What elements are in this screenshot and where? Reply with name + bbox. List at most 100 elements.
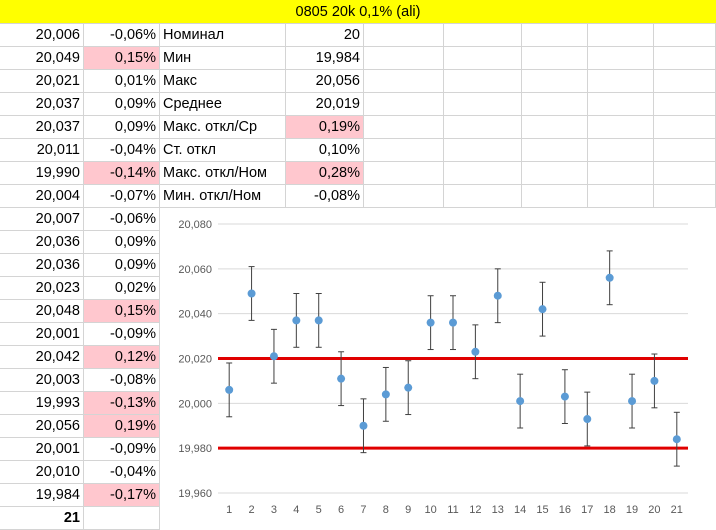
deviation-cell[interactable]: 0,02% — [84, 277, 160, 300]
stat-label-cell[interactable]: Макс — [160, 70, 286, 93]
empty-cell[interactable] — [522, 162, 588, 185]
stat-label-cell[interactable]: Номинал — [160, 24, 286, 47]
value-cell[interactable]: 20,011 — [0, 139, 84, 162]
stat-value-cell[interactable]: 19,984 — [286, 47, 364, 70]
value-cell[interactable]: 20,021 — [0, 70, 84, 93]
stat-label-cell[interactable]: Мин. откл/Ном — [160, 185, 286, 208]
empty-cell[interactable] — [522, 139, 588, 162]
empty-cell[interactable] — [522, 185, 588, 208]
deviation-cell[interactable]: -0,13% — [84, 392, 160, 415]
value-cell[interactable]: 20,023 — [0, 277, 84, 300]
empty-cell[interactable] — [444, 139, 522, 162]
empty-cell[interactable] — [444, 93, 522, 116]
value-cell[interactable]: 20,056 — [0, 415, 84, 438]
empty-cell[interactable] — [364, 93, 444, 116]
value-cell[interactable]: 20,007 — [0, 208, 84, 231]
deviation-cell[interactable]: -0,07% — [84, 185, 160, 208]
empty-cell[interactable] — [654, 162, 716, 185]
stat-label-cell[interactable]: Мин — [160, 47, 286, 70]
value-cell[interactable]: 19,993 — [0, 392, 84, 415]
empty-cell[interactable] — [654, 70, 716, 93]
value-cell[interactable]: 20,037 — [0, 116, 84, 139]
empty-cell[interactable] — [364, 70, 444, 93]
deviation-cell[interactable]: 0,15% — [84, 300, 160, 323]
empty-cell[interactable] — [364, 116, 444, 139]
stat-value-cell[interactable]: 20 — [286, 24, 364, 47]
value-cell[interactable]: 20,049 — [0, 47, 84, 70]
deviation-cell[interactable]: -0,14% — [84, 162, 160, 185]
deviation-cell[interactable]: 0,12% — [84, 346, 160, 369]
scatter-chart[interactable]: 19,960 19,980 20,000 20,020 20,040 20,060 20,0… — [160, 208, 700, 526]
deviation-cell[interactable]: -0,09% — [84, 438, 160, 461]
deviation-cell[interactable]: 0,09% — [84, 254, 160, 277]
empty-cell[interactable] — [444, 185, 522, 208]
empty-cell[interactable] — [654, 93, 716, 116]
deviation-cell[interactable]: 0,09% — [84, 231, 160, 254]
deviation-cell[interactable]: 0,19% — [84, 415, 160, 438]
empty-cell[interactable] — [588, 70, 654, 93]
stat-label-cell[interactable]: Макс. откл/Ср — [160, 116, 286, 139]
empty-cell[interactable] — [84, 507, 160, 530]
value-cell[interactable]: 20,003 — [0, 369, 84, 392]
empty-cell[interactable] — [588, 139, 654, 162]
empty-cell[interactable] — [444, 162, 522, 185]
deviation-cell[interactable]: 0,15% — [84, 47, 160, 70]
empty-cell[interactable] — [444, 116, 522, 139]
value-cell[interactable]: 20,006 — [0, 24, 84, 47]
count-cell[interactable]: 21 — [0, 507, 84, 530]
deviation-cell[interactable]: -0,04% — [84, 461, 160, 484]
value-cell[interactable]: 19,990 — [0, 162, 84, 185]
stat-label-cell[interactable]: Ст. откл — [160, 139, 286, 162]
empty-cell[interactable] — [364, 47, 444, 70]
empty-cell[interactable] — [654, 185, 716, 208]
value-cell[interactable]: 20,042 — [0, 346, 84, 369]
empty-cell[interactable] — [588, 47, 654, 70]
value-cell[interactable]: 20,004 — [0, 185, 84, 208]
value-cell[interactable]: 20,036 — [0, 254, 84, 277]
value-cell[interactable]: 20,010 — [0, 461, 84, 484]
deviation-cell[interactable]: 0,09% — [84, 93, 160, 116]
empty-cell[interactable] — [364, 139, 444, 162]
empty-cell[interactable] — [654, 139, 716, 162]
value-cell[interactable]: 20,037 — [0, 93, 84, 116]
value-cell[interactable]: 20,036 — [0, 231, 84, 254]
empty-cell[interactable] — [654, 47, 716, 70]
empty-cell[interactable] — [444, 47, 522, 70]
sheet-title[interactable]: 0805 20k 0,1% (ali) — [0, 0, 716, 24]
stat-value-cell[interactable]: -0,08% — [286, 185, 364, 208]
deviation-cell[interactable]: -0,06% — [84, 24, 160, 47]
stat-value-cell[interactable]: 20,019 — [286, 93, 364, 116]
value-cell[interactable]: 19,984 — [0, 484, 84, 507]
deviation-cell[interactable]: -0,06% — [84, 208, 160, 231]
empty-cell[interactable] — [522, 93, 588, 116]
empty-cell[interactable] — [444, 24, 522, 47]
empty-cell[interactable] — [364, 185, 444, 208]
empty-cell[interactable] — [364, 24, 444, 47]
empty-cell[interactable] — [588, 116, 654, 139]
stat-value-cell[interactable]: 20,056 — [286, 70, 364, 93]
empty-cell[interactable] — [588, 24, 654, 47]
deviation-cell[interactable]: -0,17% — [84, 484, 160, 507]
empty-cell[interactable] — [588, 185, 654, 208]
stat-value-cell[interactable]: 0,19% — [286, 116, 364, 139]
deviation-cell[interactable]: 0,09% — [84, 116, 160, 139]
deviation-cell[interactable]: -0,09% — [84, 323, 160, 346]
empty-cell[interactable] — [588, 162, 654, 185]
stat-value-cell[interactable]: 0,28% — [286, 162, 364, 185]
value-cell[interactable]: 20,001 — [0, 323, 84, 346]
deviation-cell[interactable]: -0,04% — [84, 139, 160, 162]
deviation-cell[interactable]: -0,08% — [84, 369, 160, 392]
empty-cell[interactable] — [522, 24, 588, 47]
stat-label-cell[interactable]: Макс. откл/Ном — [160, 162, 286, 185]
empty-cell[interactable] — [522, 47, 588, 70]
empty-cell[interactable] — [364, 162, 444, 185]
stat-label-cell[interactable]: Среднее — [160, 93, 286, 116]
empty-cell[interactable] — [522, 116, 588, 139]
empty-cell[interactable] — [522, 70, 588, 93]
deviation-cell[interactable]: 0,01% — [84, 70, 160, 93]
value-cell[interactable]: 20,048 — [0, 300, 84, 323]
empty-cell[interactable] — [444, 70, 522, 93]
value-cell[interactable]: 20,001 — [0, 438, 84, 461]
stat-value-cell[interactable]: 0,10% — [286, 139, 364, 162]
empty-cell[interactable] — [654, 116, 716, 139]
